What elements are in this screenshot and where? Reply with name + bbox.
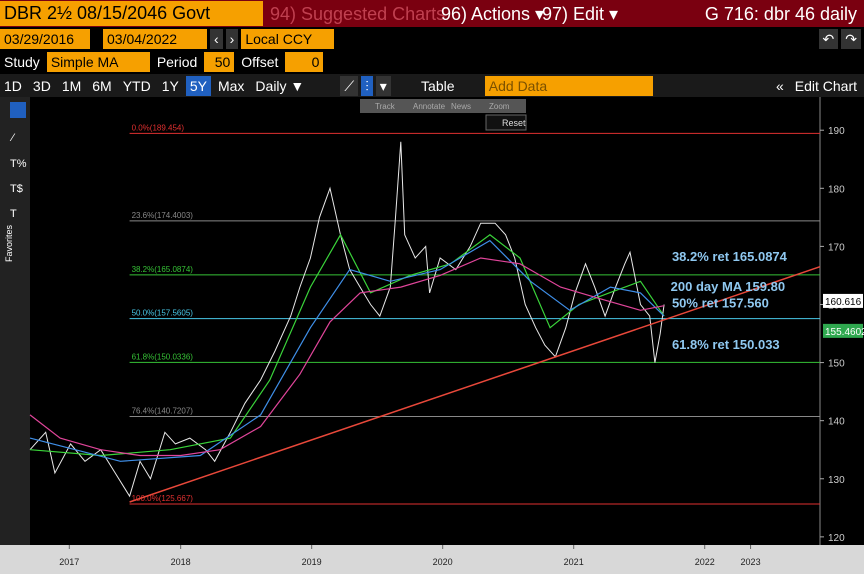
x-tick-label: 2017 (59, 557, 79, 567)
frequency[interactable]: Daily ▼ (255, 77, 305, 94)
x-tick-label: 2018 (171, 557, 191, 567)
y-tick-label: 150 (828, 359, 845, 370)
cursor-tool[interactable] (10, 102, 26, 118)
price-tool[interactable]: T$ (10, 183, 23, 195)
edit-menu[interactable]: 97) Edit ▾ (542, 3, 619, 24)
last-value-box (823, 323, 863, 338)
trendline (129, 265, 821, 503)
last-value-label: 160.616 (825, 297, 862, 308)
range-button[interactable]: 6M (92, 77, 112, 94)
fib-label: 76.4%(140.7207) (132, 406, 194, 415)
fib-label: 23.6%(174.4003) (132, 211, 194, 220)
period-label: Period (156, 54, 198, 70)
study-label: Study (4, 54, 40, 70)
tool-button[interactable]: Annotate (413, 102, 446, 111)
moving-average (29, 233, 665, 457)
add-data[interactable]: Add Data (484, 75, 653, 96)
annotation: 38.2% ret 165.0874 (672, 249, 788, 264)
range-button[interactable]: 1M (61, 77, 82, 94)
y-tick-label: 180 (828, 184, 845, 195)
undo-button[interactable]: ↶ (818, 29, 839, 49)
collapse-button[interactable]: « (775, 77, 784, 94)
suggested-charts[interactable]: 94) Suggested Charts (270, 3, 446, 24)
range-button[interactable]: 1Y (161, 77, 179, 94)
x-tick-label: 2022 (695, 557, 715, 567)
y-tick-label: 130 (828, 475, 845, 486)
chart: ⁄ T% T$ T Favorites Reset Track Annotate N… (0, 97, 864, 574)
price-line (29, 141, 665, 498)
draw-tool[interactable]: ⁄ (9, 132, 16, 144)
range-button[interactable]: YTD (122, 77, 151, 94)
range-button[interactable]: 3D (32, 77, 51, 94)
line-icon[interactable]: ⟋ (340, 75, 359, 96)
text-tool[interactable]: T% (10, 158, 27, 170)
last-value-box (823, 293, 863, 308)
study-bar: Study Simple MA Period 50 Offset 0 (0, 51, 864, 73)
floating-tools: Reset Track Annotate News Zoom (360, 99, 527, 131)
moving-average (29, 257, 665, 457)
security-field[interactable]: DBR 2½ 08/15/2046 Govt (0, 1, 263, 26)
chart-type-menu[interactable]: ▾ (375, 75, 391, 96)
reset-button[interactable]: Reset (502, 118, 526, 128)
range-bar: 1D 3D 1M 6M YTD 1Y 5Y Max Daily ▼ ⟋ ⫶ ▾ Table A… (0, 74, 864, 97)
actions-menu[interactable]: 96) Actions ▾ (441, 3, 545, 24)
bar-icon[interactable]: ⫶ (361, 75, 373, 96)
tool-strip (360, 99, 526, 113)
fib-label: 38.2%(165.0874) (132, 265, 194, 274)
range-button[interactable]: 5Y (185, 75, 211, 96)
fib-label: 100.0%(125.667) (132, 494, 194, 503)
annotation: 61.8% ret 150.033 (672, 337, 780, 352)
annotation: 200 day MA 159.80 (671, 279, 785, 294)
y-tick-label: 190 (828, 126, 845, 137)
x-tick-label: 2023 (741, 557, 761, 567)
label-tool[interactable]: T (10, 208, 17, 220)
title-bar: DBR 2½ 08/15/2046 Govt 94) Suggested Cha… (0, 0, 864, 27)
prev-button[interactable]: ‹ (210, 29, 223, 49)
range-button[interactable]: 1D (4, 77, 22, 94)
date-bar: 03/29/2016 03/04/2022 ‹ › Local CCY ↶ ↷ (0, 28, 864, 50)
left-toolbar (0, 97, 30, 574)
fib-label: 50.0%(157.5605) (132, 309, 194, 318)
x-axis-band (0, 545, 864, 574)
fib-label: 61.8%(150.0336) (132, 352, 194, 361)
end-date[interactable]: 03/04/2022 (103, 29, 207, 49)
offset-field[interactable]: 0 (285, 52, 324, 72)
function-name: G 716: dbr 46 daily (704, 3, 857, 24)
tool-button[interactable]: News (451, 102, 471, 111)
range-buttons: 1D 3D 1M 6M YTD 1Y 5Y Max (0, 75, 251, 96)
range-button[interactable]: Max (217, 77, 245, 94)
annotation: 50% ret 157.560 (672, 295, 769, 310)
x-tick-label: 2019 (302, 557, 322, 567)
moving-average (29, 239, 665, 462)
table-button[interactable]: Table (421, 77, 455, 94)
y-tick-label: 120 (828, 533, 845, 544)
fib-label: 0.0%(189.454) (132, 123, 185, 132)
next-button[interactable]: › (225, 29, 239, 49)
redo-button[interactable]: ↷ (841, 29, 861, 49)
last-value-label: 155.4602 (825, 327, 864, 338)
favorites-tab[interactable]: Favorites (4, 224, 14, 262)
edit-chart[interactable]: Edit Chart (794, 77, 857, 94)
tool-button[interactable]: Zoom (489, 102, 510, 111)
tool-button[interactable]: Track (375, 102, 396, 111)
x-tick-label: 2020 (433, 557, 453, 567)
currency[interactable]: Local CCY (241, 29, 335, 49)
study-field[interactable]: Simple MA (46, 52, 150, 72)
y-tick-label: 170 (828, 242, 845, 253)
y-tick-label: 140 (828, 417, 845, 428)
offset-label: Offset (241, 54, 279, 70)
x-tick-label: 2021 (564, 557, 584, 567)
reset-box (485, 114, 527, 131)
start-date[interactable]: 03/29/2016 (0, 29, 90, 49)
period-field[interactable]: 50 (204, 52, 235, 72)
